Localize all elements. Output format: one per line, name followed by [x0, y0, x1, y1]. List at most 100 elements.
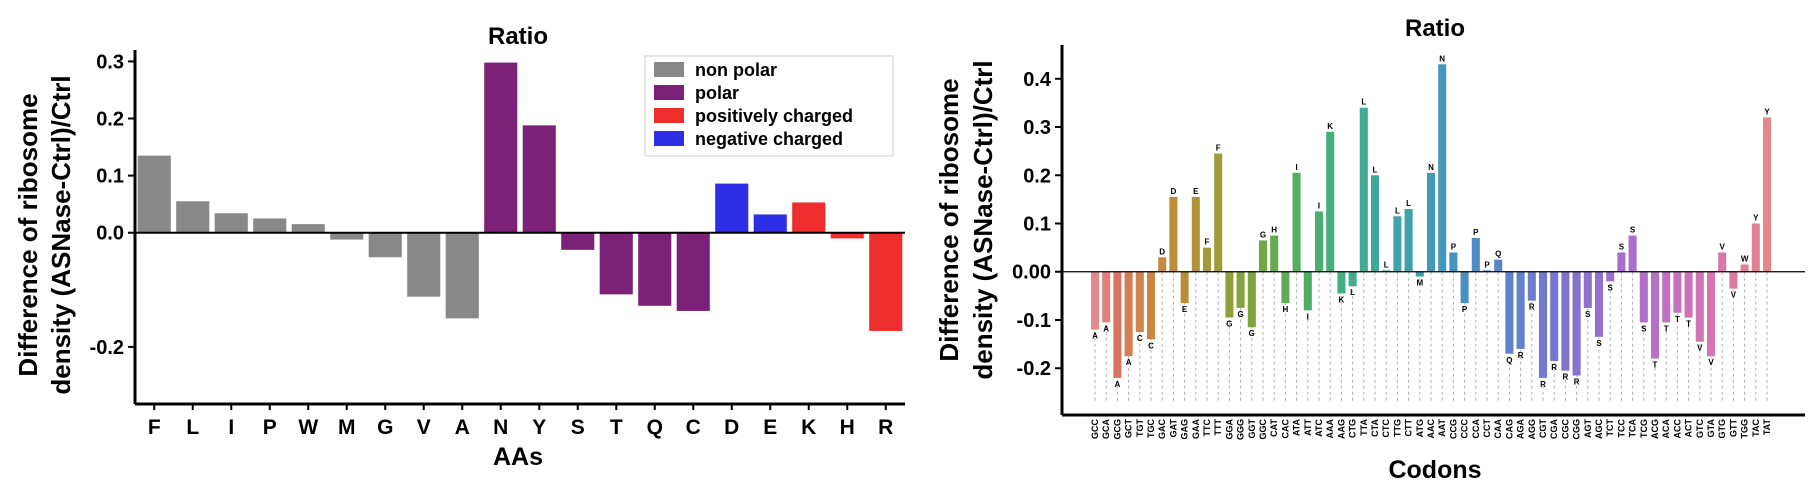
chart1-x-tick-label: L	[186, 416, 199, 439]
chart2-aa-label: T	[1653, 361, 1658, 370]
chart1-x-tick-label: V	[417, 416, 431, 439]
chart2-x-tick-label: TCG	[1639, 419, 1649, 438]
chart2-bar-AGC	[1594, 271, 1604, 337]
chart2-bar-CAA	[1494, 259, 1503, 272]
chart1-bar-F	[137, 155, 171, 233]
chart1-bar-S	[561, 232, 595, 250]
chart1-x-tick-label: A	[455, 416, 470, 439]
chart1-x-tick-label: G	[377, 416, 393, 439]
chart2-y-tick-label: -0.1	[1017, 310, 1051, 332]
chart2-x-tick-label: CTG	[1348, 419, 1358, 438]
chart2-aa-label: G	[1249, 329, 1255, 338]
codon-ratio-chart: Ratio Difference of ribosome density (AS…	[934, 15, 1805, 484]
chart2-aa-label: H	[1283, 305, 1289, 314]
chart2-bar-TGG	[1740, 264, 1749, 272]
chart2-bar-TGC	[1146, 271, 1156, 340]
chart2-x-tick-label: GTT	[1728, 419, 1738, 437]
chart2-bar-TCG	[1639, 271, 1648, 323]
chart1-bar-V	[407, 232, 441, 297]
chart2-ylabel-line2: density (ASNase-Ctrl)/Ctrl	[968, 60, 998, 379]
chart2-bar-CTG	[1348, 271, 1357, 287]
chart1-x-tick-label: M	[338, 416, 356, 439]
chart2-x-tick-label: TGC	[1146, 419, 1156, 438]
chart2-bar-ATT	[1303, 271, 1312, 311]
chart2-aa-label: Q	[1495, 250, 1501, 259]
chart1-bar-W	[291, 224, 325, 233]
chart2-bar-ACG	[1650, 271, 1660, 359]
chart1-bar-N	[484, 62, 518, 233]
chart2-x-tick-label: ACG	[1650, 419, 1660, 439]
chart2-bar-GTG	[1718, 252, 1727, 272]
chart2-x-tick-label: GGC	[1258, 419, 1268, 440]
chart2-x-tick-label: GCT	[1124, 419, 1134, 439]
chart2-aa-label: S	[1630, 226, 1636, 235]
chart2-bar-CCG	[1449, 252, 1458, 272]
chart2-aa-label: T	[1664, 324, 1669, 333]
chart2-x-tick-label: ACC	[1672, 419, 1682, 439]
chart1-x-tick-label: K	[801, 416, 816, 439]
chart2-y-tick-label: 0.00	[1012, 262, 1051, 284]
chart2-aa-label: L	[1350, 288, 1355, 297]
chart2-aa-label: R	[1518, 351, 1524, 360]
chart2-aa-label: A	[1126, 358, 1132, 367]
chart2-x-tick-label: GGA	[1224, 419, 1234, 440]
chart2-x-tick-label: CAG	[1504, 419, 1514, 439]
chart2-aa-label: K	[1339, 295, 1345, 304]
chart1-bar-Q	[638, 232, 672, 306]
chart2-x-tick-label: GCA	[1101, 419, 1111, 440]
chart2-aa-label: V	[1720, 242, 1726, 251]
legend-swatch-positively_charged	[654, 108, 684, 123]
chart2-x-tick-label: GAC	[1157, 419, 1167, 440]
chart2-x-tick-label: CAT	[1269, 419, 1279, 437]
chart1-y-ticks: -0.2 0.0 0.1 0.2 0.3	[90, 51, 135, 359]
chart2-aa-label: T	[1675, 315, 1680, 324]
chart2-aa-label: S	[1585, 310, 1591, 319]
chart2-aa-label: L	[1395, 206, 1400, 215]
chart2-y-tick-label: 0.1	[1023, 214, 1051, 236]
chart1-bar-C	[676, 232, 710, 311]
chart2-bar-ATG	[1415, 271, 1424, 277]
chart1-y-tick-label: -0.2	[90, 337, 124, 359]
chart2-aa-label: H	[1271, 226, 1277, 235]
chart2-aa-label: D	[1159, 247, 1165, 256]
chart2-x-tick-label: CGC	[1560, 419, 1570, 440]
chart2-y-tick-label: 0.2	[1023, 165, 1051, 187]
chart2-aa-label: K	[1327, 122, 1333, 131]
chart2-aa-label: V	[1708, 358, 1714, 367]
chart2-bar-TTC	[1202, 247, 1212, 272]
chart1-bar-R	[869, 232, 903, 331]
chart2-bar-CGA	[1550, 271, 1559, 361]
chart1-bar-I	[214, 213, 248, 233]
chart2-x-tick-label: ATG	[1415, 419, 1425, 437]
chart2-x-tick-label: ACT	[1684, 419, 1694, 438]
chart2-bar-CCA	[1471, 237, 1480, 272]
chart1-x-tick-label: N	[493, 416, 508, 439]
chart2-bar-ATA	[1292, 172, 1301, 272]
chart2-aa-label: L	[1384, 260, 1389, 269]
chart2-x-tick-label: CAC	[1280, 419, 1290, 439]
chart2-aa-label: S	[1608, 283, 1614, 292]
chart1-x-tick-label: R	[878, 416, 893, 439]
chart2-bar-GGC	[1258, 240, 1268, 272]
chart1-title: Ratio	[488, 23, 548, 50]
chart2-amino-acid-labels: AAAACCDDEEFFGGGGHHIIIKKLLLLLLMNNPPPPQQRR…	[1092, 54, 1770, 389]
chart2-bar-CCT	[1482, 270, 1492, 272]
chart2-aa-label: P	[1473, 228, 1479, 237]
chart2-x-tick-label: AGG	[1527, 419, 1537, 440]
chart1-x-tick-label: T	[610, 416, 623, 439]
chart2-bar-TCC	[1617, 252, 1626, 272]
chart2-x-tick-label: TAC	[1751, 419, 1761, 437]
chart2-x-tick-label: TGG	[1740, 419, 1750, 439]
chart2-bar-GAT	[1169, 196, 1178, 272]
chart2-bar-TCA	[1628, 235, 1637, 272]
chart2-bar-ACA	[1662, 271, 1671, 323]
chart2-bar-AAG	[1337, 271, 1346, 294]
chart2-bar-TTT	[1214, 153, 1223, 272]
chart2-x-tick-label: GAG	[1180, 419, 1190, 440]
chart2-aa-label: L	[1361, 98, 1366, 107]
chart2-aa-label: P	[1462, 305, 1468, 314]
chart2-bar-CGT	[1538, 271, 1548, 378]
chart2-aa-label: T	[1686, 320, 1691, 329]
chart2-x-tick-label: GTA	[1706, 419, 1716, 438]
chart1-bar-T	[599, 232, 633, 295]
